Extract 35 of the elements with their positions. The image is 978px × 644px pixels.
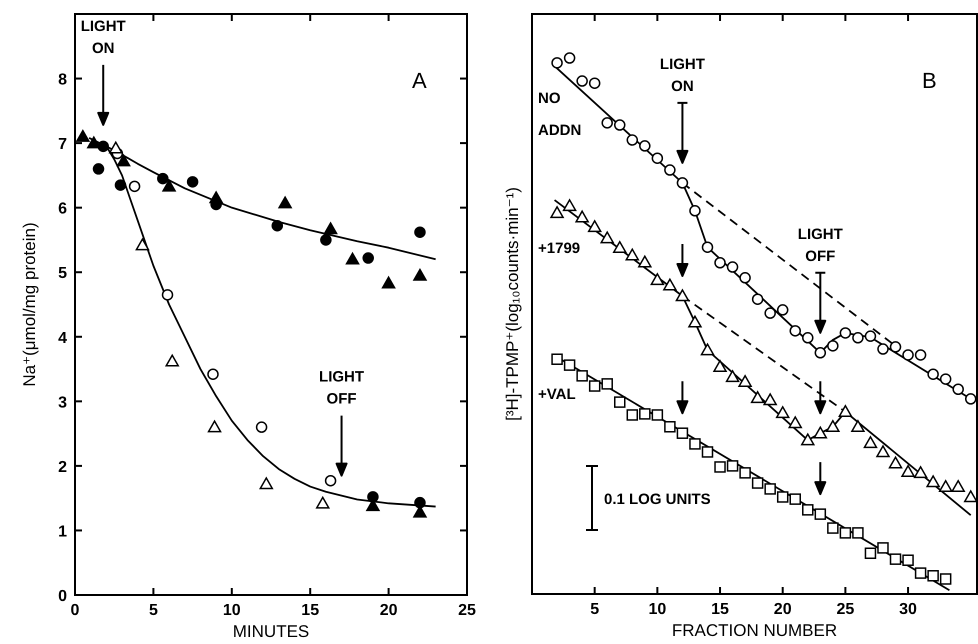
ref-line-label: LIGHT OFF <box>798 226 843 265</box>
x-tick-label: 10 <box>222 602 241 619</box>
y-tick-label: 3 <box>58 394 68 412</box>
x-axis-title: MINUTES <box>232 622 310 641</box>
annotation: A <box>412 68 427 93</box>
y-axis-title: Na⁺(μmol/mg protein) <box>20 222 39 387</box>
x-tick-label: 25 <box>836 601 854 618</box>
y-tick-label: 8 <box>58 72 68 89</box>
x-tick-label: 10 <box>648 601 666 618</box>
ref-line-label: LIGHT ON <box>660 56 705 95</box>
x-tick-label: 20 <box>380 602 398 619</box>
x-tick-label: 5 <box>148 602 158 619</box>
x-tick-label: 15 <box>711 601 730 618</box>
annotation: 0.1 LOG UNITS <box>604 491 711 508</box>
series-label: NO ADDN <box>538 90 582 139</box>
y-tick-label: 5 <box>58 265 68 282</box>
series-label: +1799 <box>538 240 580 257</box>
x-tick-label: 25 <box>458 602 476 619</box>
x-tick-label: 30 <box>899 601 918 618</box>
x-axis-title: FRACTION NUMBER <box>672 621 838 640</box>
annotation: B <box>922 68 937 93</box>
y-tick-label: 0 <box>58 588 68 605</box>
series-label: +VAL <box>538 386 576 404</box>
x-tick-label: 5 <box>590 601 600 618</box>
y-tick-label: 6 <box>58 200 68 218</box>
y-tick-label: 2 <box>58 458 68 476</box>
y-tick-label: 1 <box>58 523 68 540</box>
x-tick-label: 0 <box>70 602 80 619</box>
y-tick-label: 4 <box>58 330 68 347</box>
ref-line-label: LIGHT ON <box>80 18 126 57</box>
x-tick-label: 20 <box>774 601 792 618</box>
y-axis-title: [³H]-TPMP⁺(log₁₀counts·min⁻¹) <box>503 187 522 421</box>
ref-line-label: LIGHT OFF <box>319 368 364 408</box>
x-tick-label: 15 <box>301 602 320 619</box>
y-tick-label: 7 <box>58 136 68 154</box>
